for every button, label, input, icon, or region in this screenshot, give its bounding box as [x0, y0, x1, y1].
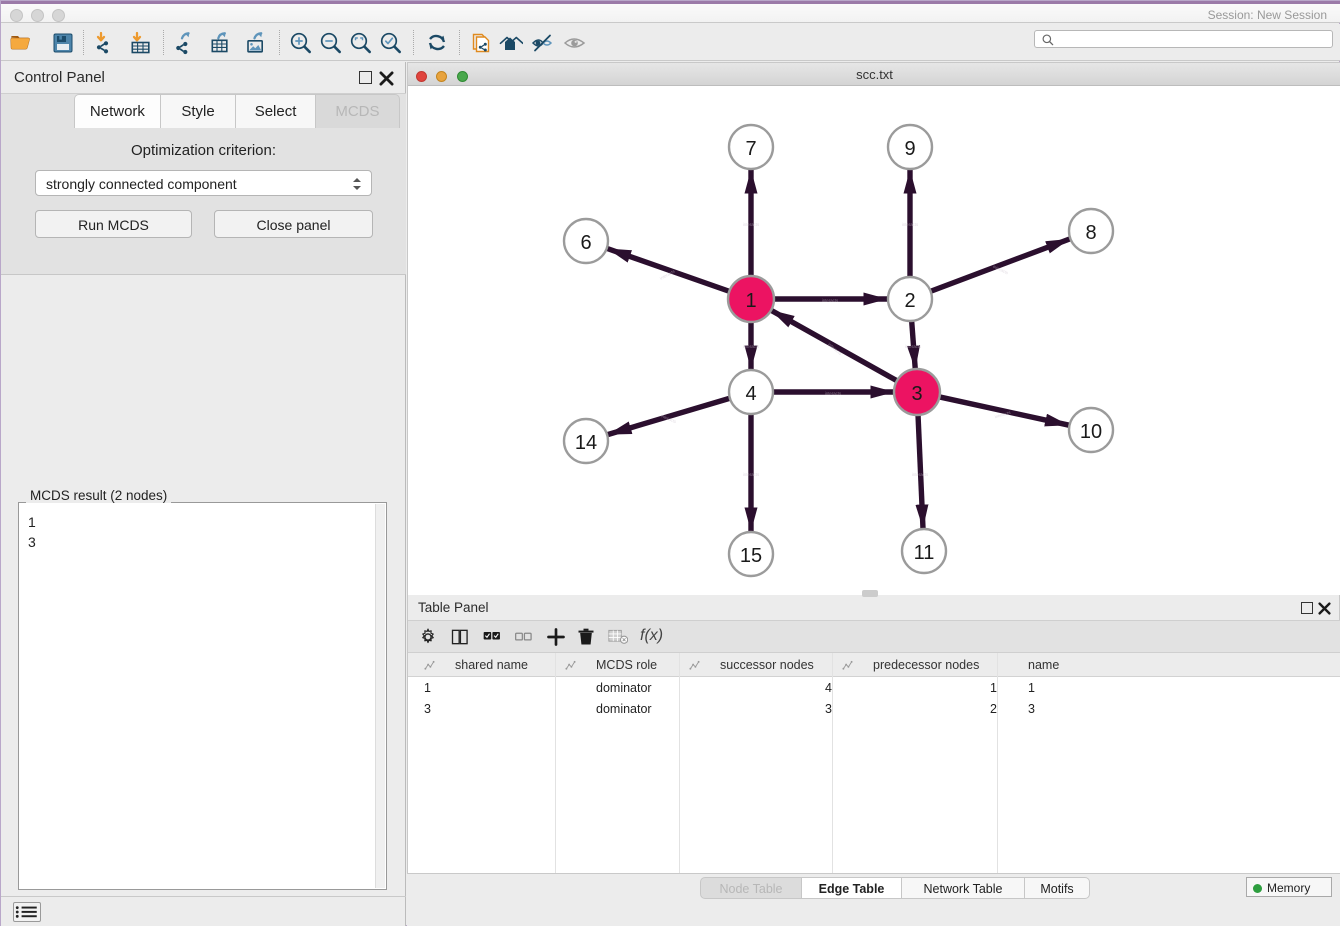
- svg-text:14: 14: [575, 432, 597, 454]
- svg-text:15: 15: [740, 545, 762, 567]
- svg-text:interacts: interacts: [743, 472, 759, 477]
- svg-text:1: 1: [745, 290, 756, 312]
- svg-text:4: 4: [745, 383, 756, 405]
- svg-text:3: 3: [911, 383, 922, 405]
- svg-text:interacts: interacts: [743, 222, 759, 227]
- svg-text:interacts: interacts: [905, 344, 921, 349]
- svg-text:7: 7: [745, 138, 756, 160]
- svg-text:6: 6: [580, 232, 591, 254]
- svg-text:2: 2: [904, 290, 915, 312]
- svg-text:9: 9: [904, 138, 915, 160]
- svg-text:interacts: interacts: [743, 344, 759, 349]
- svg-text:11: 11: [914, 542, 935, 564]
- svg-text:interacts: interacts: [902, 222, 918, 227]
- svg-text:interacts: interacts: [825, 391, 841, 396]
- svg-text:8: 8: [1085, 222, 1096, 244]
- svg-text:interacts: interacts: [912, 472, 928, 477]
- svg-text:interacts: interacts: [822, 298, 838, 303]
- svg-text:10: 10: [1080, 421, 1102, 443]
